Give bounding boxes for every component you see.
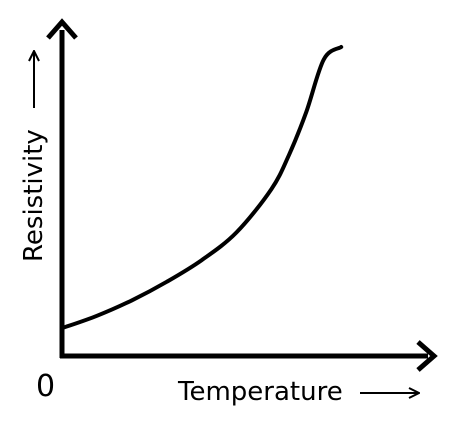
x-axis-label: Temperature [177, 377, 343, 407]
origin-label: 0 [36, 369, 55, 404]
x-axis-arrowhead [416, 340, 438, 372]
y-axis-label: Resistivity [19, 129, 49, 262]
y-axis-arrowhead [46, 18, 78, 40]
resistivity-curve [60, 45, 344, 331]
